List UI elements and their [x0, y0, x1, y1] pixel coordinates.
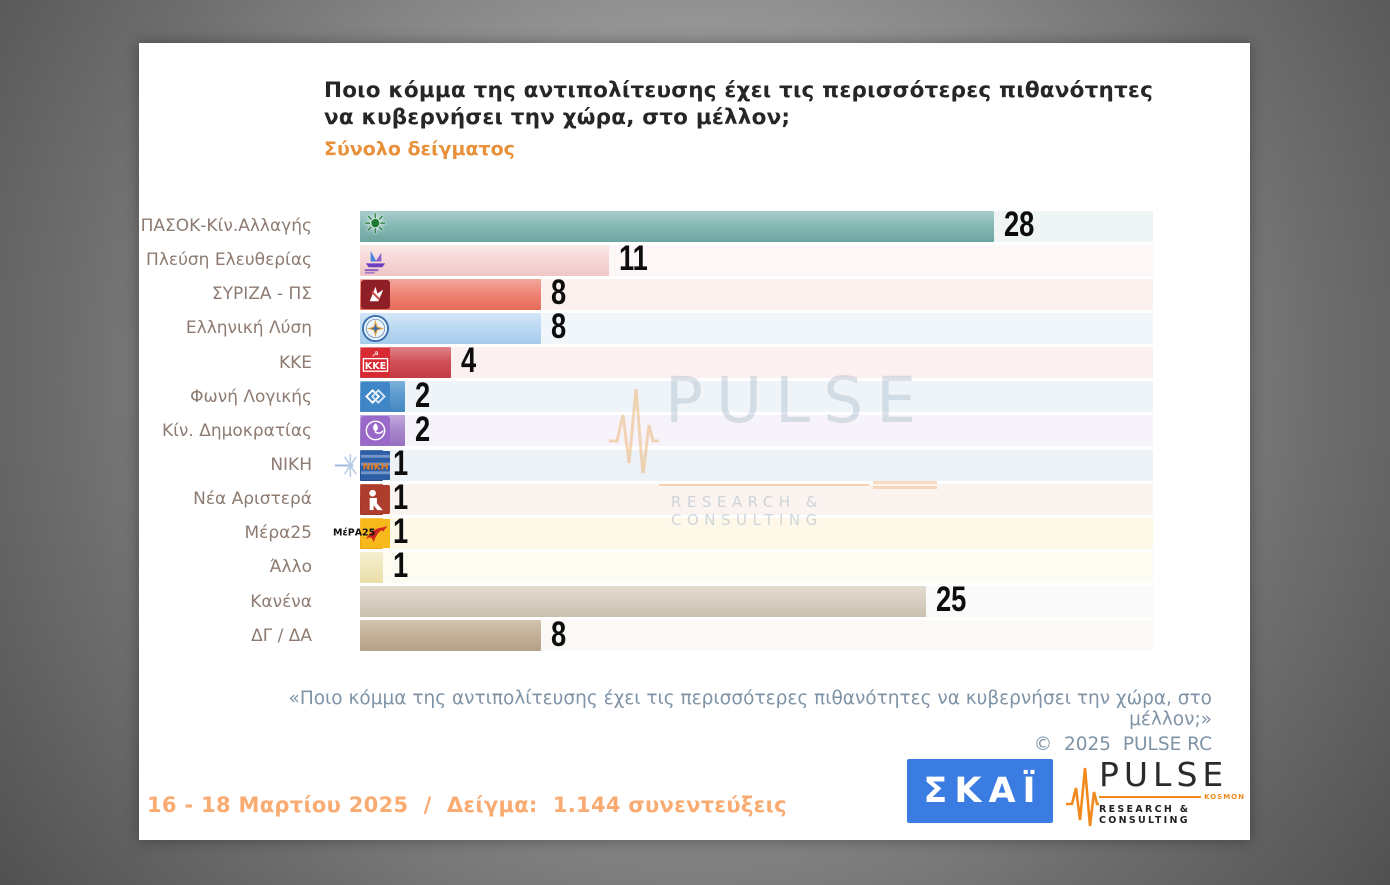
row-label: Ελληνική Λύση — [185, 318, 312, 339]
row-value: 4 — [461, 341, 477, 381]
row-band: 8 — [360, 273, 1153, 312]
row-label: ΠΑΣΟΚ-Κίν.Αλλαγής — [140, 216, 312, 237]
row-value: 1 — [393, 546, 409, 586]
footer-quote-text: «Ποιο κόμμα της αντιπολίτευσης έχει τις … — [288, 688, 1213, 730]
pulse-logo-kosmon: KOSMON — [1204, 793, 1245, 801]
pulse-rc-logo: PULSE KOSMON RESEARCH & CONSULTING — [1065, 755, 1245, 829]
mera25-wordmark: ΜέΡΑ25 — [333, 527, 376, 539]
pulse-logo-tagline: RESEARCH & CONSULTING — [1099, 804, 1191, 826]
niki-logo: ΝΙΚΗ — [334, 450, 390, 480]
svg-text:☭: ☭ — [372, 350, 379, 359]
row-band: 2 — [360, 410, 1153, 449]
row-bar: ☀ — [360, 208, 994, 242]
pasok-sun-logo: ☀ — [363, 208, 388, 240]
row-bar — [360, 517, 390, 549]
syriza-star-logo — [361, 279, 390, 309]
row-bar — [360, 312, 541, 344]
row-band: 1 ΜέΡΑ25 — [333, 512, 1153, 551]
chart-row: Άλλο 1 — [139, 546, 1250, 585]
row-value: 28 — [1004, 204, 1035, 244]
row-label: Φωνή Λογικής — [190, 386, 312, 407]
pulse-logo-brand: PULSE — [1099, 755, 1229, 794]
row-label: Κίν. Δημοκρατίας — [161, 420, 312, 441]
chart-row: Φωνή Λογικής 2 — [139, 376, 1250, 415]
row-value: 8 — [551, 614, 567, 654]
chart-row: ΝΙΚΗ ΝΙΚΗ 1 — [139, 444, 1250, 483]
row-label: Πλεύση Ελευθερίας — [146, 250, 312, 271]
row-band: ☀ 28 — [360, 205, 1153, 244]
mera25-swoosh-logo — [361, 518, 390, 548]
row-bar — [360, 586, 926, 618]
chart-row: Νέα Αριστερά 1 — [139, 478, 1250, 517]
row-label: ΚΚΕ — [278, 352, 312, 373]
chart-row: ΚΚΕ ☭ KKE 4 — [139, 341, 1250, 380]
skai-logo-text: ΣΚΑΪ — [923, 771, 1043, 811]
nea-aristera-logo — [361, 484, 390, 514]
row-band: ☭ KKE 4 — [360, 341, 1153, 380]
row-band: 1 — [360, 478, 1153, 517]
skai-logo: ΣΚΑΪ — [907, 759, 1053, 823]
row-bar — [360, 244, 609, 276]
row-band: 11 — [360, 239, 1153, 278]
row-value: 2 — [415, 375, 431, 415]
elliniki-lysi-compass-logo — [361, 314, 390, 343]
chart-row: Ελληνική Λύση 8 — [139, 307, 1250, 346]
row-label: Νέα Αριστερά — [193, 489, 312, 510]
row-band: 8 — [360, 307, 1153, 346]
footer-copyright: © 2025 PULSE RC — [1033, 734, 1212, 755]
row-bar — [360, 483, 390, 515]
row-value: 1 — [393, 477, 409, 517]
row-band: ΝΙΚΗ 1 — [334, 444, 1153, 483]
chart-row: ΔΓ / ΔΑ 8 — [139, 615, 1250, 654]
row-value: 8 — [551, 307, 567, 347]
chart-row: Μέρα25 1 ΜέΡΑ25 — [139, 512, 1250, 551]
row-band: 25 — [360, 580, 1153, 619]
row-band: 8 — [360, 615, 1153, 654]
chart-row: Κίν. Δημοκρατίας 2 — [139, 410, 1250, 449]
row-label: Άλλο — [269, 557, 312, 578]
title-line-1: Ποιο κόμμα της αντιπολίτευσης έχει τις π… — [324, 78, 1154, 103]
row-value: 2 — [415, 409, 431, 449]
chart-header: Ποιο κόμμα της αντιπολίτευσης έχει τις π… — [324, 77, 1153, 160]
row-band: 2 — [360, 376, 1153, 415]
kinima-dimokratias-flower-logo — [361, 416, 390, 446]
row-band: 1 — [360, 546, 1153, 585]
kke-logo: ☭ KKE — [361, 348, 390, 378]
row-bar — [360, 620, 541, 652]
row-bar — [360, 381, 405, 413]
row-label: ΝΙΚΗ — [270, 455, 312, 476]
chart-row: Κανένα 25 — [139, 580, 1250, 619]
row-label: ΔΓ / ΔΑ — [251, 625, 312, 646]
footer-quote-block: «Ποιο κόμμα της αντιπολίτευσης έχει τις … — [252, 688, 1213, 755]
row-bar — [360, 415, 405, 447]
row-bar — [360, 278, 541, 310]
row-bar: ΝΙΚΗ — [334, 449, 390, 481]
foni-logikis-logo — [361, 382, 390, 412]
row-label: ΣΥΡΙΖΑ - ΠΣ — [211, 284, 312, 305]
plefsi-eleftherias-ship-logo — [361, 246, 390, 275]
slide-card: Ποιο κόμμα της αντιπολίτευσης έχει τις π… — [139, 43, 1250, 840]
row-value: 25 — [936, 580, 967, 620]
bar-chart: ΠΑΣΟΚ-Κίν.Αλλαγής ☀ 28 Πλεύση Ελευθερίας… — [139, 205, 1250, 654]
row-value: 1 — [393, 512, 409, 552]
row-value: 8 — [551, 273, 567, 313]
chart-row: Πλεύση Ελευθερίας 11 — [139, 239, 1250, 278]
title-line-2: να κυβερνήσει την χώρα, στο μέλλον; — [324, 105, 791, 130]
row-value: 11 — [619, 238, 648, 278]
svg-text:ΝΙΚΗ: ΝΙΚΗ — [363, 461, 389, 472]
pulse-heartbeat-icon — [1066, 767, 1099, 827]
fieldwork-dates-sample: 16 - 18 Μαρτίου 2025 / Δείγμα: 1.144 συν… — [147, 793, 787, 817]
row-label: Μέρα25 — [244, 523, 313, 544]
chart-row: ΣΥΡΙΖΑ - ΠΣ 8 — [139, 273, 1250, 312]
pulse-logo-rule — [1099, 796, 1202, 798]
chart-subtitle: Σύνολο δείγματος — [324, 138, 515, 160]
row-label: Κανένα — [250, 591, 312, 612]
svg-text:KKE: KKE — [365, 361, 387, 372]
row-bar — [360, 551, 383, 583]
row-bar: ☭ KKE — [360, 347, 451, 379]
chart-row: ΠΑΣΟΚ-Κίν.Αλλαγής ☀ 28 — [139, 205, 1250, 244]
page-title: Ποιο κόμμα της αντιπολίτευσης έχει τις π… — [324, 77, 1153, 131]
row-value: 1 — [393, 443, 409, 483]
